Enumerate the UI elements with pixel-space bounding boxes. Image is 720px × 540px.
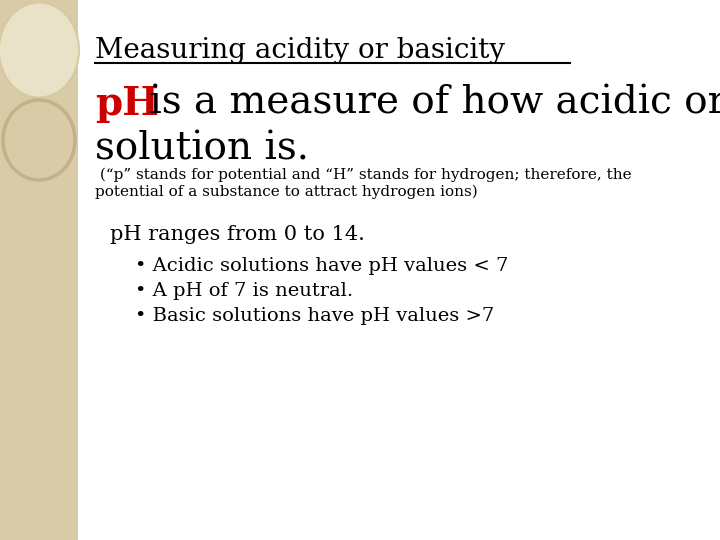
Text: • Acidic solutions have pH values < 7: • Acidic solutions have pH values < 7 bbox=[135, 257, 508, 275]
Text: • Basic solutions have pH values >7: • Basic solutions have pH values >7 bbox=[135, 307, 494, 325]
Bar bbox=[0, 0, 78, 540]
Text: • A pH of 7 is neutral.: • A pH of 7 is neutral. bbox=[135, 282, 353, 300]
Text: pH: pH bbox=[95, 85, 159, 123]
Text: is a measure of how acidic or basic a: is a measure of how acidic or basic a bbox=[137, 85, 720, 122]
Ellipse shape bbox=[0, 3, 79, 98]
Text: solution is.: solution is. bbox=[95, 130, 309, 167]
Text: potential of a substance to attract hydrogen ions): potential of a substance to attract hydr… bbox=[95, 185, 478, 199]
Text: Measuring acidity or basicity: Measuring acidity or basicity bbox=[95, 37, 505, 64]
Text: (“p” stands for potential and “H” stands for hydrogen; therefore, the: (“p” stands for potential and “H” stands… bbox=[95, 168, 631, 183]
Text: pH ranges from 0 to 14.: pH ranges from 0 to 14. bbox=[110, 225, 365, 244]
